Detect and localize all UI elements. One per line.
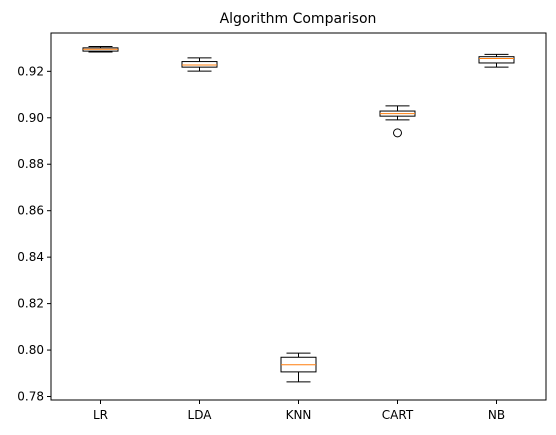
y-tick-label: 0.92 xyxy=(17,64,44,78)
y-tick-label: 0.84 xyxy=(17,250,44,264)
x-tick-label: LDA xyxy=(188,408,213,422)
chart-title: Algorithm Comparison xyxy=(220,11,377,27)
y-tick-label: 0.78 xyxy=(17,390,44,404)
x-tick-label: LR xyxy=(93,408,108,422)
x-tick-label: NB xyxy=(488,408,505,422)
x-tick-label: CART xyxy=(382,408,414,422)
y-tick-label: 0.82 xyxy=(17,297,44,311)
y-tick-label: 0.86 xyxy=(17,204,44,218)
x-tick-label: KNN xyxy=(286,408,312,422)
y-tick-label: 0.80 xyxy=(17,343,44,357)
y-tick-label: 0.90 xyxy=(17,111,44,125)
y-tick-label: 0.88 xyxy=(17,157,44,171)
